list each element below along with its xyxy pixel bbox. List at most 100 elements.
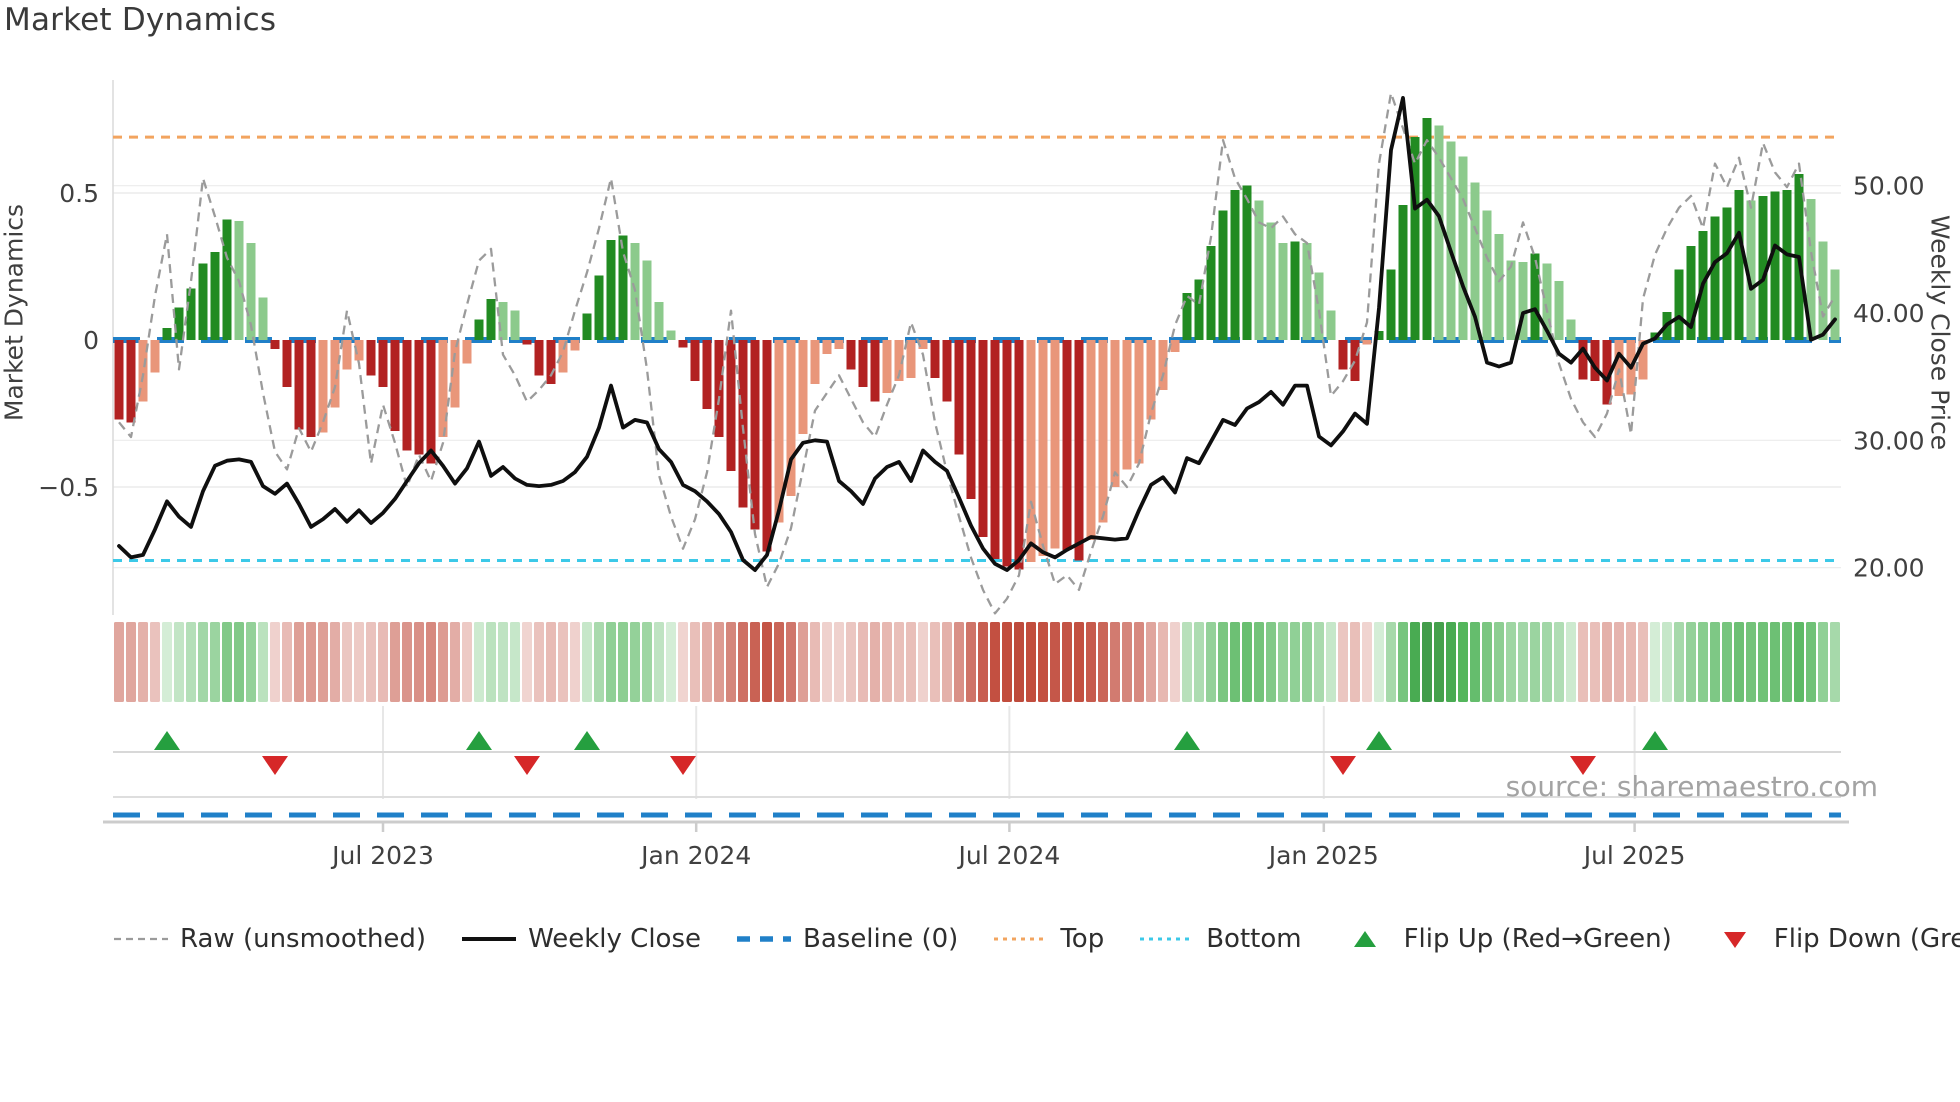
legend-item-top: Top: [992, 924, 1104, 954]
heatmap-cell: [1482, 622, 1492, 702]
heatmap-cell: [1338, 622, 1348, 702]
right-tick-label: 20.00: [1853, 554, 1925, 583]
momentum-bar: [1242, 185, 1252, 340]
heatmap-cell: [1614, 622, 1624, 702]
heatmap-cell: [606, 622, 616, 702]
legend-label-bottom: Bottom: [1206, 924, 1302, 954]
heatmap-cell: [1218, 622, 1228, 702]
heatmap-cell: [642, 622, 652, 702]
momentum-bar: [1146, 340, 1156, 420]
momentum-bar: [762, 340, 772, 552]
momentum-bar: [1338, 340, 1348, 370]
momentum-bar: [654, 301, 664, 340]
heatmap-cell: [858, 622, 868, 702]
heatmap-cell: [1650, 622, 1660, 702]
heatmap-cell: [354, 622, 364, 702]
heatmap-cell: [1122, 622, 1132, 702]
legend-swatch-flip-up-icon: [1353, 931, 1376, 947]
momentum-bar: [990, 340, 1000, 559]
heatmap-cell: [906, 622, 916, 702]
heatmap-cell: [894, 622, 904, 702]
heatmap-cell: [462, 622, 472, 702]
heatmap-cell: [1734, 622, 1744, 702]
momentum-bar: [1602, 340, 1612, 405]
heatmap-cell: [162, 622, 172, 702]
heatmap-cell: [474, 622, 484, 702]
heatmap-cell: [510, 622, 520, 702]
heatmap-cell: [1134, 622, 1144, 702]
momentum-bar: [1458, 156, 1468, 341]
heatmap-cell: [1266, 622, 1276, 702]
momentum-bar: [174, 307, 184, 340]
heatmap-cell: [138, 622, 148, 702]
heatmap-cell: [150, 622, 160, 702]
flip-up-marker: [466, 731, 492, 750]
heatmap-cell: [1506, 622, 1516, 702]
heatmap-cell: [1710, 622, 1720, 702]
momentum-bar: [954, 340, 964, 455]
heatmap-cell: [1494, 622, 1504, 702]
right-tick-label: 50.00: [1853, 172, 1925, 201]
momentum-bar: [1086, 340, 1096, 540]
legend-swatch-bottom-line: [1140, 937, 1195, 941]
momentum-bar: [126, 340, 136, 423]
heatmap-cell: [1086, 622, 1096, 702]
momentum-bar: [1206, 245, 1216, 340]
momentum-bar: [498, 301, 508, 340]
momentum-bar: [1818, 241, 1828, 340]
momentum-bar: [1482, 210, 1492, 340]
momentum-bar: [1266, 222, 1276, 340]
momentum-bar: [402, 340, 412, 451]
momentum-bar: [1494, 234, 1504, 340]
flip-down-marker: [1570, 756, 1596, 775]
momentum-bar: [642, 260, 652, 340]
momentum-bar: [222, 219, 232, 340]
legend-swatch-close-line: [462, 937, 517, 941]
legend-item-raw: Raw (unsmoothed): [112, 924, 426, 954]
left-axis-label: Market Dynamics: [0, 203, 29, 422]
momentum-bar: [1722, 207, 1732, 340]
heatmap-cell: [1230, 622, 1240, 702]
momentum-bar: [486, 298, 496, 340]
heatmap-cell: [222, 622, 232, 702]
momentum-bar: [594, 275, 604, 340]
momentum-bar: [510, 310, 520, 340]
heatmap-cell: [1038, 622, 1048, 702]
legend-label-flip-up: Flip Up (Red→Green): [1403, 924, 1672, 954]
momentum-bar: [1290, 241, 1300, 340]
heatmap-cell: [1398, 622, 1408, 702]
momentum-bar: [150, 340, 160, 373]
momentum-bar: [906, 340, 916, 379]
heatmap-cell: [1014, 622, 1024, 702]
momentum-bar: [354, 340, 364, 361]
x-tick-label: Jan 2025: [1267, 841, 1379, 870]
heatmap-cell: [1758, 622, 1768, 702]
x-tick-label: Jul 2023: [330, 841, 434, 870]
heatmap-cell: [282, 622, 292, 702]
momentum-bar: [1566, 319, 1576, 340]
momentum-bar: [666, 330, 676, 340]
momentum-bar: [1542, 263, 1552, 340]
heatmap-cell: [402, 622, 412, 702]
momentum-bar: [1026, 340, 1036, 562]
source-note: source: sharemaestro.com: [1505, 770, 1878, 803]
momentum-bar: [1314, 272, 1324, 340]
heatmap-cell: [798, 622, 808, 702]
heatmap-cell: [1722, 622, 1732, 702]
legend-swatch-flip-down-icon: [1723, 932, 1746, 948]
momentum-bar: [1002, 340, 1012, 567]
momentum-bar: [858, 340, 868, 387]
x-tick-label: Jul 2025: [1582, 841, 1686, 870]
heatmap-cell: [1542, 622, 1552, 702]
momentum-bar: [1518, 262, 1528, 340]
momentum-bar: [1590, 340, 1600, 382]
legend-swatch-raw-line: [114, 937, 168, 941]
momentum-bar: [1014, 340, 1024, 570]
heatmap-cell: [1458, 622, 1468, 702]
legend-label-raw: Raw (unsmoothed): [180, 924, 427, 954]
flip-down-marker: [670, 756, 696, 775]
heatmap-cell: [1686, 622, 1696, 702]
momentum-bar: [1062, 340, 1072, 551]
momentum-bar: [786, 340, 796, 496]
right-tick-label: 30.00: [1853, 426, 1925, 455]
